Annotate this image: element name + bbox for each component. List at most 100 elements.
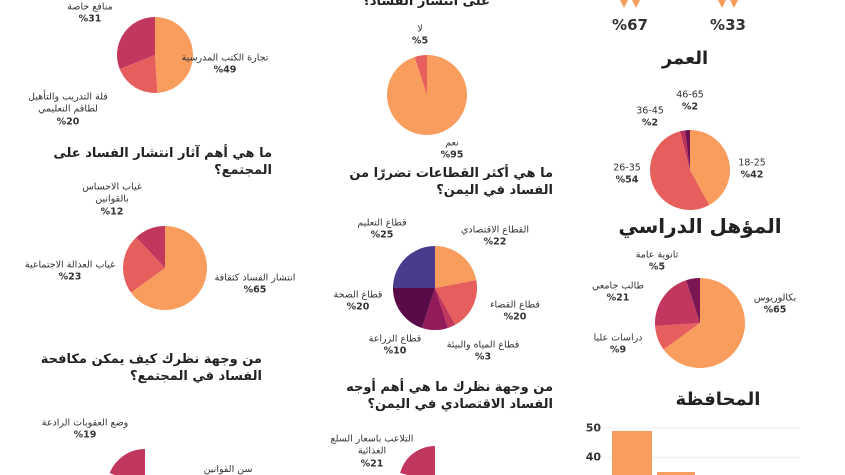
category-label: دراسات عليا bbox=[593, 332, 643, 344]
pie-slice bbox=[136, 226, 165, 268]
pie-slice bbox=[655, 280, 700, 326]
category-label: لا bbox=[417, 23, 423, 35]
slice-label: طالب جامعي %21 bbox=[572, 281, 664, 306]
slice-label: قطاع الزراعة %10 bbox=[349, 334, 441, 359]
category-label: تجارة الكتب المدرسية bbox=[181, 52, 269, 64]
slice-label: 26-35 %54 bbox=[581, 163, 673, 188]
category-label: نعم bbox=[445, 137, 459, 149]
value-label: %31 bbox=[78, 14, 102, 25]
slice-label: 46-65 %2 bbox=[644, 90, 736, 115]
chart-title: المؤهل الدراسي bbox=[618, 214, 782, 238]
pie-slice bbox=[435, 246, 477, 288]
category-label: ثانوية عامة bbox=[635, 249, 679, 261]
slice-label: ثانوية عامة %5 bbox=[611, 250, 703, 275]
category-label: القطاع الاقتصادي bbox=[461, 224, 529, 236]
slice-label: قطاع الصحة %20 bbox=[312, 290, 404, 315]
category-label: بكالوريوس bbox=[753, 292, 797, 304]
pie-slice bbox=[109, 449, 145, 475]
chart-title: من وجهة نظرك كيف يمكن مكافحة الفساد في ا… bbox=[40, 352, 262, 384]
icon bbox=[620, 0, 628, 8]
stat-value: %67 bbox=[612, 16, 648, 34]
category-label: 26-35 bbox=[613, 162, 641, 174]
slice-label: قلة التدريب والتأهيل لطاقم التعليمي %20 bbox=[22, 91, 114, 128]
category-label: وضع العقوبات الرادعة bbox=[41, 417, 129, 429]
pie-slice bbox=[155, 17, 194, 93]
slice-label: القطاع الاقتصادي %22 bbox=[449, 225, 541, 250]
slice-label: 36-45 %2 bbox=[604, 106, 696, 131]
slice-label: دراسات عليا %9 bbox=[572, 333, 664, 358]
value-label: %22 bbox=[483, 237, 507, 248]
value-label: %5 bbox=[648, 262, 666, 273]
chart-title: ما هي أكثر القطاعات تضررًا من الفساد في … bbox=[349, 166, 553, 198]
pie-slice bbox=[400, 446, 435, 475]
category-label: طالب جامعي bbox=[591, 280, 645, 292]
value-label: %3 bbox=[474, 352, 492, 363]
pie-slice bbox=[435, 288, 456, 328]
chart-title: على انتشار الفساد؟ bbox=[362, 0, 490, 9]
category-label: منافع خاصة bbox=[67, 1, 113, 13]
category-label: 46-65 bbox=[676, 89, 704, 101]
pie-slice bbox=[119, 55, 158, 93]
stat-value: %33 bbox=[710, 16, 746, 34]
value-label: %65 bbox=[243, 285, 267, 296]
value-label: %49 bbox=[213, 65, 237, 76]
slice-label: غياب العدالة الاجتماعية %23 bbox=[24, 260, 116, 285]
y-tick-label: 50 bbox=[585, 421, 601, 435]
pie-slice bbox=[393, 288, 435, 328]
category-label: قطاع المياه والبيئة bbox=[446, 339, 520, 351]
value-label: %95 bbox=[440, 150, 464, 161]
pie-slice bbox=[414, 55, 427, 95]
slice-label: منافع خاصة %31 bbox=[44, 2, 136, 27]
value-label: %21 bbox=[606, 293, 630, 304]
chart-title: العمر bbox=[661, 48, 709, 69]
category-label: غياب الاحساس بالقوانين bbox=[82, 181, 142, 205]
chart-title: المحافظة bbox=[675, 389, 761, 410]
slice-label: نعم %95 bbox=[406, 138, 498, 163]
category-label: قطاع القضاء bbox=[490, 299, 540, 311]
pie-slice bbox=[123, 237, 165, 293]
value-label: %42 bbox=[740, 170, 764, 181]
value-label: %20 bbox=[346, 302, 370, 313]
slice-label: تجارة الكتب المدرسية %49 bbox=[179, 53, 271, 78]
value-label: %54 bbox=[615, 175, 639, 186]
slice-label: بكالوريوس %65 bbox=[729, 293, 821, 318]
pie-slice bbox=[655, 323, 700, 350]
slice-label: قطاع التعليم %25 bbox=[336, 218, 428, 243]
category-label: قطاع الصحة bbox=[333, 289, 383, 301]
pie-slice bbox=[393, 246, 435, 288]
category-label: سن القوانين bbox=[203, 463, 253, 475]
category-label: التلاعب باسعار السلع الغذائية bbox=[330, 433, 414, 457]
value-label: %65 bbox=[763, 305, 787, 316]
category-label: قطاع الزراعة bbox=[368, 333, 422, 345]
pie-slice bbox=[650, 131, 710, 210]
y-tick-label: 40 bbox=[585, 450, 601, 464]
value-label: %5 bbox=[411, 36, 429, 47]
pie-slice bbox=[684, 130, 690, 170]
category-label: غياب العدالة الاجتماعية bbox=[24, 259, 116, 271]
chart-title: من وجهة نظرك ما هي أهم أوجه الفساد الاقت… bbox=[346, 380, 553, 412]
value-label: %23 bbox=[58, 272, 82, 283]
slice-label: غياب الاحساس بالقوانين %12 bbox=[66, 181, 158, 218]
value-label: %2 bbox=[681, 102, 699, 113]
icon bbox=[718, 0, 726, 8]
value-label: %10 bbox=[383, 346, 407, 357]
category-label: قلة التدريب والتأهيل لطاقم التعليمي bbox=[28, 91, 108, 115]
icon bbox=[632, 0, 640, 8]
value-label: %20 bbox=[503, 312, 527, 323]
category-label: قطاع التعليم bbox=[357, 217, 407, 229]
category-label: انتشار الفساد كثقافة bbox=[214, 272, 296, 284]
pie-slice bbox=[686, 278, 700, 323]
value-label: %19 bbox=[73, 430, 97, 441]
pie-slice bbox=[663, 278, 745, 368]
pie-slice bbox=[422, 288, 448, 330]
category-label: 36-45 bbox=[636, 105, 664, 117]
slice-label: لا %5 bbox=[374, 24, 466, 49]
value-label: %2 bbox=[641, 118, 659, 129]
slice-label: قطاع المياه والبيئة %3 bbox=[437, 340, 529, 365]
pie-slice bbox=[435, 280, 477, 325]
pie-slice bbox=[117, 17, 155, 69]
value-label: %21 bbox=[360, 458, 384, 470]
category-label: 18-25 bbox=[738, 157, 766, 169]
